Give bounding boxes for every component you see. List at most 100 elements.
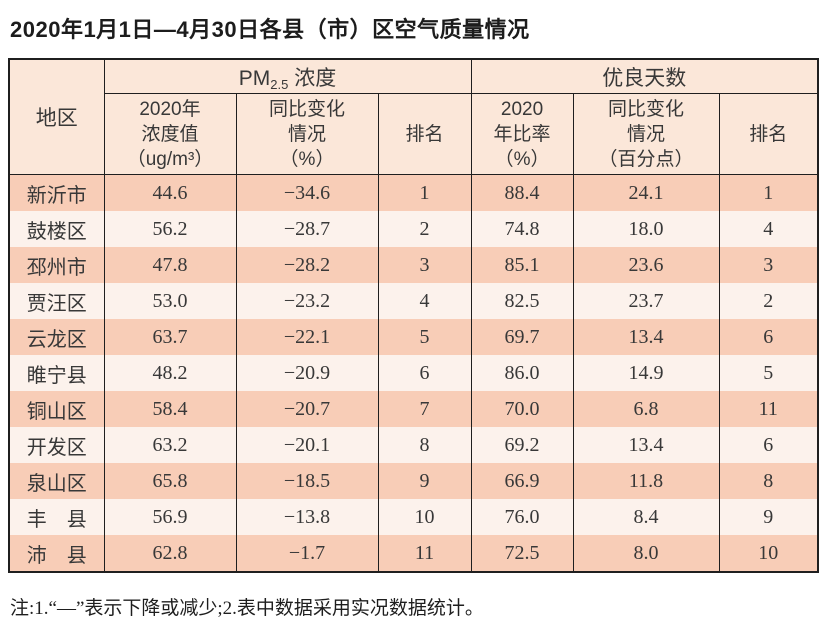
- pm25-label-suffix: 浓度: [288, 66, 337, 90]
- group-header-row: 地区 PM2.5 浓度 优良天数: [8, 58, 819, 175]
- value-cell: 10: [718, 535, 819, 572]
- value-cell: −1.7: [235, 535, 379, 572]
- region-cell: 云龙区: [8, 319, 105, 355]
- column-header-pm-change: 同比变化 情况 （%）: [235, 93, 379, 175]
- value-cell: −20.1: [235, 427, 379, 463]
- value-cell: −22.1: [235, 319, 379, 355]
- page-title: 2020年1月1日—4月30日各县（市）区空气质量情况: [10, 17, 530, 42]
- value-cell: 23.7: [572, 283, 720, 319]
- value-cell: 72.5: [470, 535, 574, 572]
- table-row: 沛 县 62.8 −1.7 11 72.5 8.0 10: [8, 535, 819, 572]
- value-cell: 44.6: [103, 174, 237, 211]
- value-cell: −18.5: [235, 463, 379, 499]
- value-cell: 18.0: [572, 211, 720, 247]
- value-cell: −23.2: [235, 283, 379, 319]
- value-cell: 8: [377, 427, 472, 463]
- value-cell: 4: [718, 211, 819, 247]
- value-cell: 5: [718, 355, 819, 391]
- value-cell: 11: [377, 535, 472, 572]
- column-header-pm-value: 2020年 浓度值 （ug/m³）: [103, 93, 237, 175]
- value-cell: 69.2: [470, 427, 574, 463]
- value-cell: 65.8: [103, 463, 237, 499]
- value-cell: 63.7: [103, 319, 237, 355]
- column-header-good-rank: 排名: [718, 93, 819, 175]
- table-row: 鼓楼区 56.2 −28.7 2 74.8 18.0 4: [8, 211, 819, 247]
- column-header-region: 地区: [8, 58, 105, 175]
- value-cell: 3: [718, 247, 819, 283]
- table-row: 铜山区 58.4 −20.7 7 70.0 6.8 11: [8, 391, 819, 427]
- value-cell: 1: [718, 174, 819, 211]
- region-cell: 铜山区: [8, 391, 105, 427]
- column-header-good-ratio: 2020 年比率 （%）: [470, 93, 574, 175]
- value-cell: 8.4: [572, 499, 720, 535]
- value-cell: 14.9: [572, 355, 720, 391]
- value-cell: 63.2: [103, 427, 237, 463]
- pm25-label-subscript: 2.5: [270, 76, 289, 92]
- value-cell: 8: [718, 463, 819, 499]
- region-cell: 新沂市: [8, 174, 105, 211]
- value-cell: −28.7: [235, 211, 379, 247]
- value-cell: 8.0: [572, 535, 720, 572]
- air-quality-table: 地区 PM2.5 浓度 优良天数 2020年 浓度值 （ug/m³） 同比变化 …: [8, 58, 820, 573]
- value-cell: 6: [718, 319, 819, 355]
- value-cell: 85.1: [470, 247, 574, 283]
- region-cell: 泉山区: [8, 463, 105, 499]
- region-cell: 邳州市: [8, 247, 105, 283]
- table-row: 睢宁县 48.2 −20.9 6 86.0 14.9 5: [8, 355, 819, 391]
- value-cell: 9: [377, 463, 472, 499]
- value-cell: −20.9: [235, 355, 379, 391]
- sub-header-row: 2020年 浓度值 （ug/m³） 同比变化 情况 （%） 排名 2020 年比…: [9, 93, 819, 175]
- table-row: 开发区 63.2 −20.1 8 69.2 13.4 6: [8, 427, 819, 463]
- value-cell: 10: [377, 499, 472, 535]
- value-cell: 23.6: [572, 247, 720, 283]
- value-cell: 7: [377, 391, 472, 427]
- table-row: 云龙区 63.7 −22.1 5 69.7 13.4 6: [8, 319, 819, 355]
- value-cell: 13.4: [572, 427, 720, 463]
- table-row: 邳州市 47.8 −28.2 3 85.1 23.6 3: [8, 247, 819, 283]
- region-cell: 鼓楼区: [8, 211, 105, 247]
- value-cell: 74.8: [470, 211, 574, 247]
- value-cell: 5: [377, 319, 472, 355]
- table-header: 地区 PM2.5 浓度 优良天数 2020年 浓度值 （ug/m³） 同比变化 …: [8, 58, 819, 175]
- region-cell: 睢宁县: [8, 355, 105, 391]
- value-cell: 4: [377, 283, 472, 319]
- table-body: 新沂市 44.6 −34.6 1 88.4 24.1 1 鼓楼区 56.2 −28.7 2 74.8 1…: [8, 174, 819, 572]
- value-cell: −34.6: [235, 174, 379, 211]
- value-cell: 86.0: [470, 355, 574, 391]
- value-cell: 2: [718, 283, 819, 319]
- value-cell: 82.5: [470, 283, 574, 319]
- group-header-good-days: 优良天数: [470, 58, 819, 94]
- value-cell: 11.8: [572, 463, 720, 499]
- value-cell: 9: [718, 499, 819, 535]
- value-cell: 6: [377, 355, 472, 391]
- value-cell: 66.9: [470, 463, 574, 499]
- value-cell: 88.4: [470, 174, 574, 211]
- region-cell: 开发区: [8, 427, 105, 463]
- region-cell: 贾汪区: [8, 283, 105, 319]
- value-cell: 69.7: [470, 319, 574, 355]
- value-cell: 56.9: [103, 499, 237, 535]
- column-header-pm-rank: 排名: [377, 93, 472, 175]
- group-header-pm25: PM2.5 浓度: [103, 58, 472, 94]
- value-cell: 1: [377, 174, 472, 211]
- value-cell: 13.4: [572, 319, 720, 355]
- value-cell: −20.7: [235, 391, 379, 427]
- value-cell: 62.8: [103, 535, 237, 572]
- value-cell: 24.1: [572, 174, 720, 211]
- table-row: 贾汪区 53.0 −23.2 4 82.5 23.7 2: [8, 283, 819, 319]
- value-cell: 70.0: [470, 391, 574, 427]
- value-cell: −13.8: [235, 499, 379, 535]
- region-cell: 沛 县: [8, 535, 105, 572]
- value-cell: 11: [718, 391, 819, 427]
- table-row: 泉山区 65.8 −18.5 9 66.9 11.8 8: [8, 463, 819, 499]
- value-cell: 6.8: [572, 391, 720, 427]
- value-cell: 3: [377, 247, 472, 283]
- pm25-label-prefix: PM: [238, 66, 271, 90]
- value-cell: 48.2: [103, 355, 237, 391]
- value-cell: −28.2: [235, 247, 379, 283]
- footnote: 注:1.“—”表示下降或减少;2.表中数据采用实况数据统计。: [10, 598, 484, 619]
- value-cell: 2: [377, 211, 472, 247]
- value-cell: 47.8: [103, 247, 237, 283]
- value-cell: 6: [718, 427, 819, 463]
